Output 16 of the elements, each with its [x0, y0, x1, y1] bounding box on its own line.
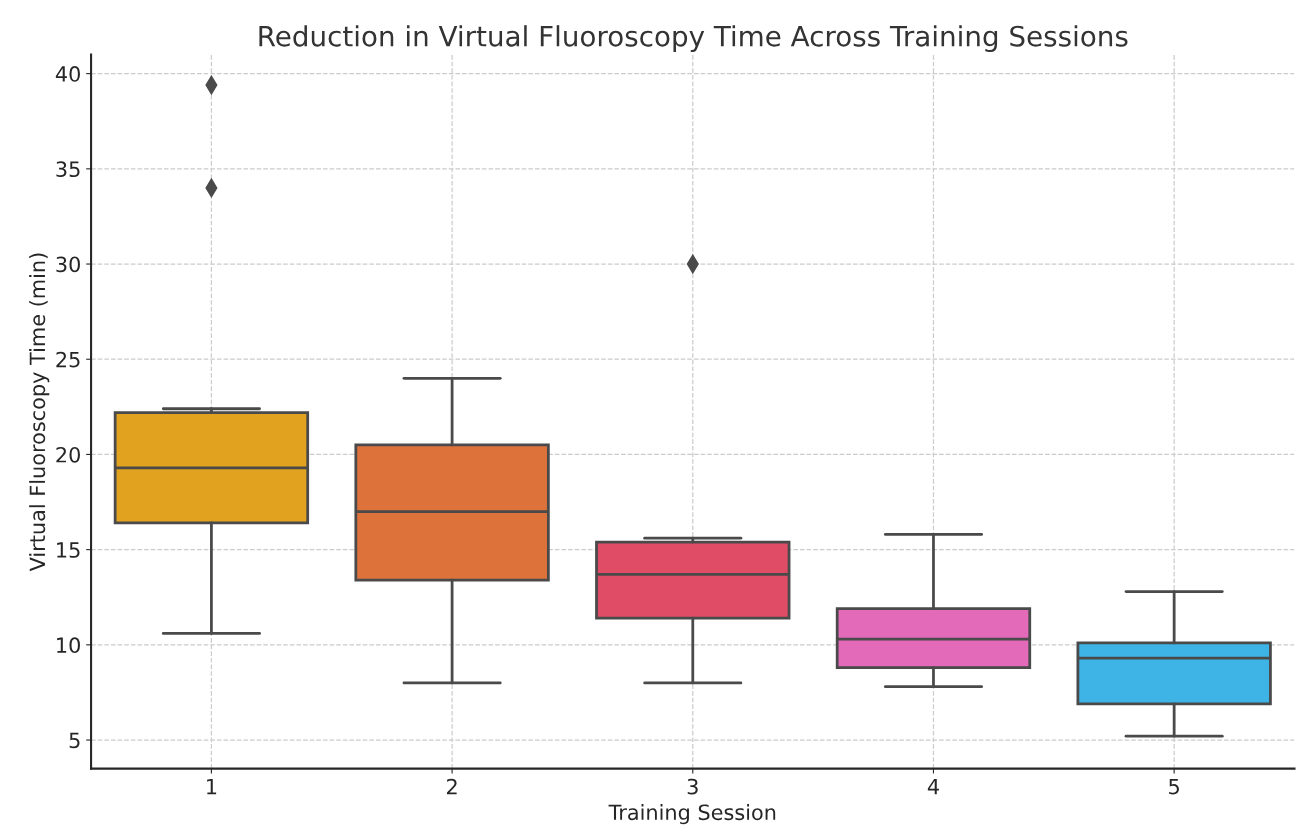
y-tick-label: 10: [57, 637, 80, 654]
y-tick-label: 5: [69, 732, 80, 749]
x-axis-title: Training Session: [608, 804, 776, 825]
y-tick-label: 20: [56, 446, 80, 463]
x-tick-label: 4: [927, 778, 939, 795]
y-axis-title: Virtual Fluoroscopy Time (min): [29, 253, 50, 572]
x-tick-label: 5: [1169, 778, 1179, 795]
chart-title: Reduction in Virtual Fluoroscopy Time Across Training Sessions: [259, 25, 1128, 53]
y-tick-label: 15: [57, 542, 80, 558]
y-tick-label: 35: [56, 161, 80, 178]
y-tick-label: 30: [56, 256, 80, 273]
x-tick-label: 1: [207, 778, 217, 795]
x-tick-label: 3: [687, 778, 698, 795]
x-tick-label: 2: [447, 778, 457, 795]
y-tick-label: 25: [56, 351, 80, 368]
y-tick-label: 40: [55, 66, 80, 82]
